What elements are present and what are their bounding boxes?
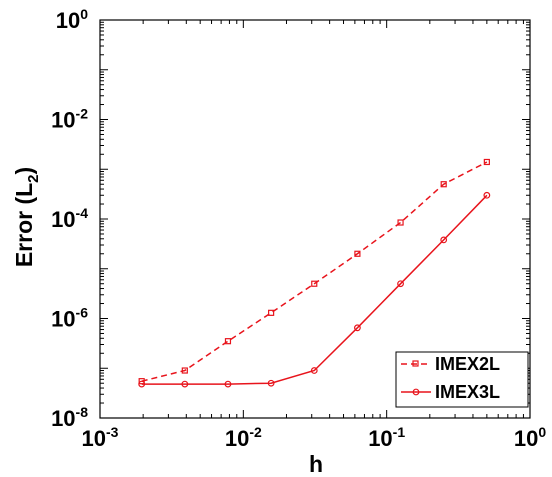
data-point-imex2l xyxy=(224,338,232,345)
legend-marker-imex2l xyxy=(412,360,419,367)
y-axis-title-subscript: 2 xyxy=(25,174,42,182)
x-tick-label: 10-1 xyxy=(368,424,405,451)
y-tick-label: 10-8 xyxy=(51,404,88,431)
data-point-imex2l xyxy=(397,219,404,226)
x-tick-label: 10-3 xyxy=(82,424,119,451)
legend-label-imex3l: IMEX3L xyxy=(435,382,500,402)
y-axis-title-main: Error (L xyxy=(11,183,37,267)
data-point-imex3l xyxy=(138,380,146,388)
data-point-imex2l xyxy=(138,378,145,385)
x-axis-title: h xyxy=(309,451,323,477)
data-point-imex2l xyxy=(354,250,361,257)
y-tick-label-exponent: -2 xyxy=(76,106,89,122)
y-tick-label-exponent: -6 xyxy=(76,305,89,321)
y-tick-label: 10-6 xyxy=(51,305,88,332)
data-point-imex2l xyxy=(181,367,188,374)
y-tick-label-base: 10 xyxy=(51,108,75,133)
legend-marker-imex3l xyxy=(412,388,420,396)
data-point-imex3l xyxy=(483,191,491,199)
data-point-imex2l xyxy=(440,181,447,188)
series-line-imex2l xyxy=(141,161,488,382)
y-tick-label-exponent: 0 xyxy=(80,6,88,22)
data-point-imex3l xyxy=(354,324,361,332)
x-tick-label-exponent: -3 xyxy=(106,424,119,440)
data-point-imex3l xyxy=(267,379,275,387)
series-line-imex3l xyxy=(141,194,488,385)
x-tick-label-base: 10 xyxy=(225,426,249,451)
x-tick-label-base: 10 xyxy=(368,426,392,451)
y-axis-title: Error (L2) xyxy=(11,167,42,267)
x-tick-label: 100 xyxy=(514,424,546,451)
y-axis-title-close: ) xyxy=(11,167,37,175)
y-tick-label-base: 10 xyxy=(51,307,75,332)
data-point-imex3l xyxy=(224,380,232,388)
x-tick-label: 10-2 xyxy=(225,424,262,451)
data-point-imex3l xyxy=(440,236,448,244)
x-tick-label-base: 10 xyxy=(82,426,106,451)
legend-label-imex2l: IMEX2L xyxy=(435,354,500,374)
data-point-imex3l xyxy=(181,380,189,388)
y-tick-label-base: 10 xyxy=(51,207,75,232)
y-tick-label-exponent: -4 xyxy=(76,205,89,221)
y-tick-label-base: 10 xyxy=(56,8,80,33)
x-axis-ticks: 10-3 10-2 10-1 100 xyxy=(82,20,546,451)
y-tick-label-base: 10 xyxy=(51,406,75,431)
legend-box xyxy=(395,351,529,408)
data-point-imex2l xyxy=(268,309,275,316)
x-tick-label-exponent: -1 xyxy=(393,424,406,440)
x-tick-label-exponent: -2 xyxy=(249,424,262,440)
x-tick-label-exponent: 0 xyxy=(538,424,546,440)
data-point-imex2l xyxy=(483,158,490,166)
y-tick-label: 10-2 xyxy=(51,106,88,133)
data-point-imex3l xyxy=(310,367,318,374)
data-point-imex2l xyxy=(311,280,318,287)
legend: IMEX2L IMEX3L xyxy=(395,351,529,408)
data-point-imex3l xyxy=(397,280,404,288)
series-layer xyxy=(138,158,491,388)
x-tick-label-base: 10 xyxy=(514,426,538,451)
y-tick-label: 100 xyxy=(56,6,88,33)
y-tick-label: 10-4 xyxy=(51,205,88,232)
y-tick-label-exponent: -8 xyxy=(76,404,89,420)
